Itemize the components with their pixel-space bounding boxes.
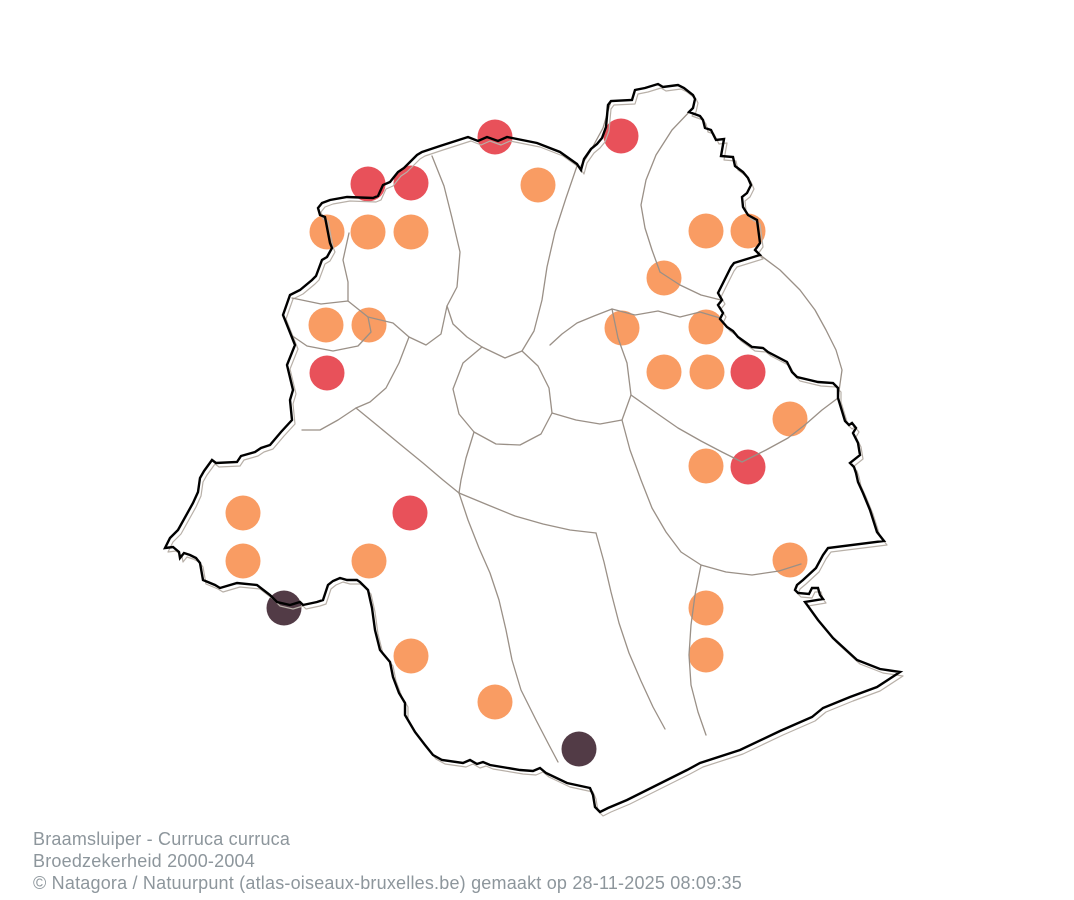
- region-border: [162, 82, 904, 814]
- period-subtitle: Broedzekerheid 2000-2004: [33, 851, 255, 871]
- observation-dot: [646, 354, 682, 390]
- observation-dot: [520, 167, 556, 203]
- observation-dot: [603, 118, 639, 154]
- observation-dot: [308, 307, 344, 343]
- observation-dot: [225, 495, 261, 531]
- region-border-shadow: [167, 87, 904, 817]
- species-title: Braamsluiper - Curruca curruca: [33, 829, 291, 849]
- observation-dot: [730, 354, 766, 390]
- observation-dot: [351, 543, 387, 579]
- observation-dot: [688, 213, 724, 249]
- observation-dot: [393, 638, 429, 674]
- observation-dot: [689, 354, 725, 390]
- observation-dot: [392, 495, 428, 531]
- observation-dot: [730, 449, 766, 485]
- map-caption: Braamsluiper - Curruca curruca Broedzeke…: [33, 828, 742, 894]
- commune-boundaries: [290, 100, 843, 763]
- observation-dot: [393, 165, 429, 201]
- observation-dot: [561, 731, 597, 767]
- observation-dot: [646, 260, 682, 296]
- observation-dot: [772, 401, 808, 437]
- observation-dot: [350, 166, 386, 202]
- observation-dot: [225, 543, 261, 579]
- observation-dots: [225, 118, 808, 767]
- observation-dot: [688, 448, 724, 484]
- observation-dot: [688, 637, 724, 673]
- observation-dot: [604, 310, 640, 346]
- observation-dot: [477, 684, 513, 720]
- attribution-line: © Natagora / Natuurpunt (atlas-oiseaux-b…: [33, 873, 742, 893]
- observation-dot: [350, 214, 386, 250]
- observation-dot: [309, 355, 345, 391]
- observation-dot: [688, 309, 724, 345]
- observation-dot: [772, 542, 808, 578]
- observation-dot: [688, 590, 724, 626]
- observation-dot: [477, 119, 513, 155]
- observation-dot: [393, 214, 429, 250]
